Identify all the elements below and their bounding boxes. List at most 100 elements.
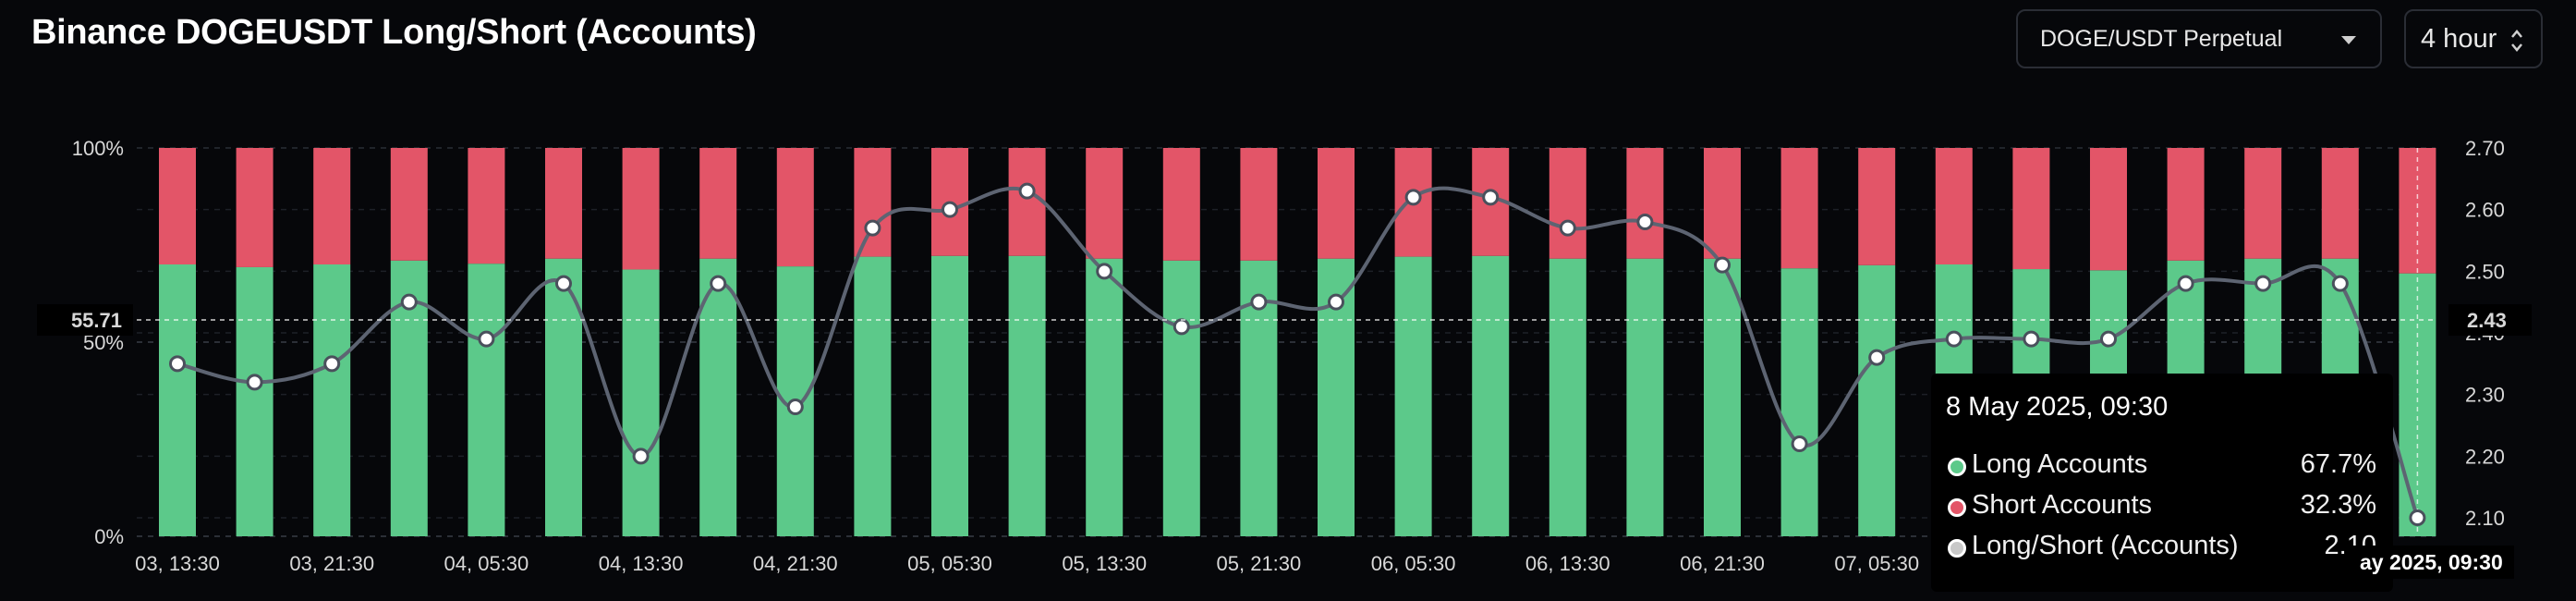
long-bar xyxy=(236,266,273,536)
right-axis-tick: 2.60 xyxy=(2465,199,2505,222)
short-bar xyxy=(1780,148,1818,269)
ratio-point xyxy=(1096,263,1113,280)
right-axis-tick: 2.20 xyxy=(2465,445,2505,468)
crosshair-time-label: ay 2025, 09:30 xyxy=(2347,546,2514,579)
x-axis-tick: 06, 13:30 xyxy=(1525,552,1610,575)
market-select[interactable]: DOGE/USDT Perpetual xyxy=(2016,9,2382,68)
long-bar xyxy=(2399,273,2436,536)
short-bar xyxy=(159,148,196,264)
ratio-point xyxy=(555,275,572,292)
long-bar xyxy=(931,255,968,536)
right-axis-tick: 2.70 xyxy=(2465,137,2505,160)
ratio-point xyxy=(2254,275,2272,292)
ratio-point xyxy=(478,330,495,348)
short-bar xyxy=(2090,148,2127,271)
long-bar xyxy=(1626,258,1664,536)
ratio-point xyxy=(864,219,881,237)
long-bar xyxy=(1704,258,1741,536)
ratio-point xyxy=(2100,330,2117,348)
tooltip-time: 8 May 2025, 09:30 xyxy=(1946,392,2169,422)
short-bar xyxy=(2244,148,2282,259)
ratio-dot-icon xyxy=(1948,539,1966,558)
tooltip-row-ratio: Long/Short (Accounts) 2.10 xyxy=(1946,531,2376,568)
short-dot-icon xyxy=(1948,498,1966,517)
long-bar xyxy=(1086,258,1124,536)
ratio-point xyxy=(1868,349,1886,366)
short-bar xyxy=(236,148,273,267)
long-bar xyxy=(1549,258,1586,536)
tooltip-value: 32.3% xyxy=(2300,490,2376,520)
ratio-point xyxy=(1018,182,1036,200)
tooltip-row-short: Short Accounts 32.3% xyxy=(1946,490,2376,527)
ratio-point xyxy=(1250,293,1268,311)
ratio-point xyxy=(169,355,186,373)
short-bar xyxy=(1318,148,1355,259)
updown-chevron-icon xyxy=(2511,30,2522,52)
x-axis-tick: 04, 05:30 xyxy=(444,552,529,575)
short-bar xyxy=(776,148,814,267)
short-bar xyxy=(545,148,582,259)
ratio-point xyxy=(400,293,418,311)
short-bar xyxy=(1008,148,1046,256)
long-bar xyxy=(1472,255,1510,536)
x-axis-tick: 04, 13:30 xyxy=(599,552,684,575)
tooltip-label: Short Accounts xyxy=(1972,490,2153,520)
crosshair-left-box xyxy=(37,304,133,337)
chart-tooltip: 8 May 2025, 09:30 Long Accounts 67.7% Sh… xyxy=(1931,374,2393,592)
short-bar xyxy=(1935,148,1973,264)
ratio-point xyxy=(1636,214,1654,230)
long-bar xyxy=(1162,260,1200,536)
short-bar xyxy=(2012,148,2050,270)
short-bar xyxy=(468,148,505,264)
left-axis-tick: 100% xyxy=(72,137,124,160)
x-axis-tick: 05, 05:30 xyxy=(907,552,992,575)
ratio-point xyxy=(1559,219,1576,237)
x-axis-tick: 06, 05:30 xyxy=(1371,552,1456,575)
right-axis-tick: 2.10 xyxy=(2465,507,2505,530)
x-axis-tick: 06, 21:30 xyxy=(1680,552,1765,575)
left-axis-tick: 0% xyxy=(94,525,124,548)
ratio-point xyxy=(1791,435,1808,452)
ratio-point xyxy=(1945,330,1962,348)
ratio-point xyxy=(710,275,727,292)
short-bar xyxy=(622,148,660,270)
tooltip-label: Long/Short (Accounts) xyxy=(1972,531,2239,560)
crosshair-right-value: 2.43 xyxy=(2467,309,2507,332)
ratio-point xyxy=(246,374,263,391)
ratio-point xyxy=(1328,293,1344,311)
x-axis-tick: 03, 13:30 xyxy=(135,552,220,575)
ratio-point xyxy=(1482,189,1500,206)
long-bar xyxy=(622,269,660,536)
tooltip-value: 67.7% xyxy=(2300,449,2376,479)
long-dot-icon xyxy=(1948,458,1966,476)
interval-select[interactable]: 4 hour xyxy=(2404,9,2543,68)
x-axis-tick: 03, 21:30 xyxy=(289,552,374,575)
right-axis-tick: 2.50 xyxy=(2465,260,2505,283)
long-bar xyxy=(1394,256,1432,536)
ratio-point xyxy=(1173,318,1190,336)
crosshair-time-text: ay 2025, 09:30 xyxy=(2360,550,2503,574)
crosshair-left-value: 55.71 xyxy=(71,309,122,332)
short-bar xyxy=(2167,148,2205,261)
short-bar xyxy=(1240,148,1278,261)
long-bar xyxy=(313,264,351,536)
x-axis-tick: 05, 13:30 xyxy=(1062,552,1147,575)
x-axis-tick: 04, 21:30 xyxy=(753,552,838,575)
chevron-down-icon xyxy=(2341,36,2356,44)
long-bar xyxy=(159,264,196,536)
short-bar xyxy=(2321,148,2359,259)
short-bar xyxy=(1162,148,1200,261)
x-axis-tick: 05, 21:30 xyxy=(1217,552,1302,575)
tooltip-row-long: Long Accounts 67.7% xyxy=(1946,449,2376,486)
short-bar xyxy=(854,148,892,257)
ratio-point xyxy=(2177,275,2194,292)
ratio-point xyxy=(786,399,804,415)
short-bar xyxy=(1704,148,1741,259)
tooltip-label: Long Accounts xyxy=(1972,449,2148,479)
ratio-point xyxy=(2409,509,2426,526)
interval-select-value: 4 hour xyxy=(2421,23,2497,54)
short-bar xyxy=(1086,148,1124,259)
right-axis-tick: 2.30 xyxy=(2465,384,2505,407)
ratio-point xyxy=(632,448,650,465)
ratio-point xyxy=(1404,189,1422,206)
